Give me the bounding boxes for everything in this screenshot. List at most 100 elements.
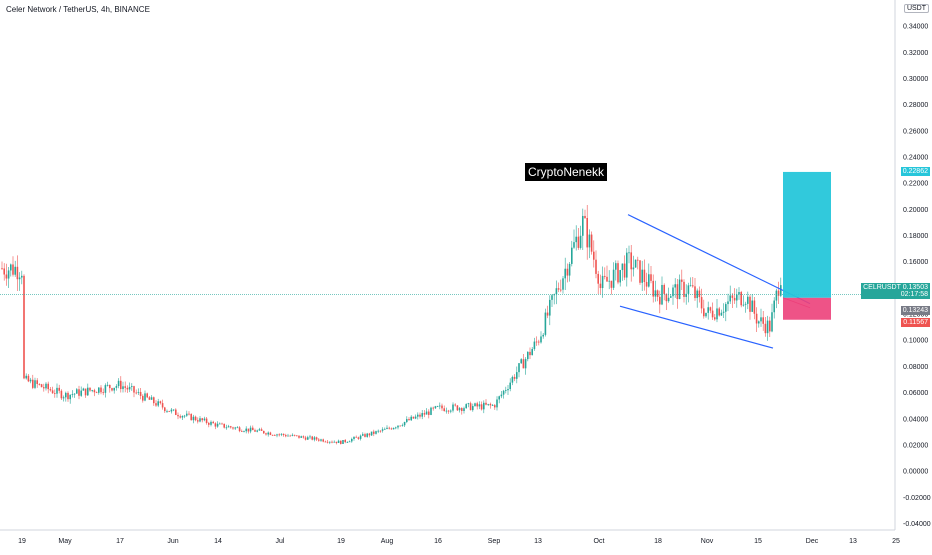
candle-body xyxy=(41,384,43,387)
candle-body xyxy=(492,405,494,406)
candle-body xyxy=(206,419,208,423)
candle-body xyxy=(523,359,525,368)
candle-body xyxy=(228,426,230,427)
candle-body xyxy=(234,427,236,428)
candle-body xyxy=(461,408,463,411)
candle-body xyxy=(657,290,659,296)
candle-body xyxy=(135,393,137,394)
candle-body xyxy=(30,380,32,382)
time-tick-label: 18 xyxy=(654,538,662,545)
candle-body xyxy=(76,389,78,393)
time-axis[interactable]: 19 May 17 Jun 14 Jul 19 Aug 16 Sep 13 Oct 18 Nov 15 Dec… xyxy=(18,538,900,545)
candle-body xyxy=(459,408,461,410)
candle-body xyxy=(714,317,716,319)
candle-body xyxy=(402,425,404,426)
candle-body xyxy=(507,389,509,390)
candle-body xyxy=(318,440,320,441)
candle-body xyxy=(690,285,692,286)
candle-body xyxy=(600,284,602,288)
candle-body xyxy=(740,292,742,305)
candle-body xyxy=(94,390,96,392)
candle-body xyxy=(221,424,223,425)
target-zone[interactable] xyxy=(783,172,831,298)
candle-body xyxy=(239,427,241,431)
candle-body xyxy=(10,264,12,270)
candle-body xyxy=(347,442,349,443)
candle-body xyxy=(226,427,228,428)
candle-body xyxy=(311,436,313,439)
candle-body xyxy=(190,414,192,420)
candle-body xyxy=(382,429,384,431)
candle-body xyxy=(773,301,775,313)
candle-body xyxy=(514,377,516,379)
candle-body xyxy=(50,389,52,390)
candle-body xyxy=(604,276,606,277)
candle-body xyxy=(261,429,263,431)
candle-body xyxy=(80,391,82,396)
stop-zone[interactable] xyxy=(783,298,831,320)
candle-body xyxy=(630,252,632,269)
candle-body xyxy=(366,434,368,437)
price-tick-label: -0.04000 xyxy=(903,521,931,528)
candle-body xyxy=(12,264,14,274)
candle-body xyxy=(61,391,63,399)
candle-body xyxy=(490,404,492,405)
candle-body xyxy=(571,248,573,264)
candle-body xyxy=(285,435,287,436)
time-tick-label: Nov xyxy=(701,538,714,545)
price-tick-label: 0.00000 xyxy=(903,469,928,476)
candle-body xyxy=(672,288,674,297)
candle-body xyxy=(666,294,668,301)
time-tick-label: 19 xyxy=(18,538,26,545)
candle-body xyxy=(355,437,357,438)
candle-body xyxy=(39,384,41,385)
candle-body xyxy=(558,288,560,289)
time-tick-label: 25 xyxy=(892,538,900,545)
price-axis[interactable]: 0.34000 0.32000 0.30000 0.28000 0.26000 0.240… xyxy=(903,24,931,528)
candle-body xyxy=(512,377,514,383)
candle-body xyxy=(245,429,247,432)
candle-body xyxy=(611,281,613,288)
candle-body xyxy=(309,436,311,437)
candle-body xyxy=(69,395,71,399)
candle-body xyxy=(520,359,522,363)
candle-body xyxy=(551,295,553,300)
candle-body xyxy=(195,417,197,420)
candle-body xyxy=(182,416,184,418)
candle-body xyxy=(210,422,212,425)
candle-body xyxy=(314,437,316,439)
candle-body xyxy=(754,301,756,314)
candle-body xyxy=(186,414,188,416)
candle-body xyxy=(391,428,393,429)
candle-body xyxy=(613,270,615,288)
candle-body xyxy=(157,401,159,405)
candle-body xyxy=(602,276,604,288)
symbol-title: Celer Network / TetherUS, 4h, BINANCE xyxy=(6,5,150,14)
candle-body xyxy=(254,430,256,432)
candle-body xyxy=(89,388,91,391)
candle-body xyxy=(3,269,5,275)
candle-body xyxy=(199,418,201,421)
candle-body xyxy=(617,263,619,282)
time-tick-label: 13 xyxy=(849,538,857,545)
candle-body xyxy=(342,440,344,444)
candle-body xyxy=(248,429,250,432)
candle-body xyxy=(28,376,30,382)
candle-body xyxy=(743,305,745,306)
candle-body xyxy=(448,411,450,412)
currency-button[interactable]: USDT xyxy=(904,4,929,13)
candle-body xyxy=(188,414,190,415)
candle-body xyxy=(578,237,580,248)
candle-body xyxy=(615,263,617,270)
candle-body xyxy=(586,218,588,247)
candle-body xyxy=(168,411,170,412)
candle-body xyxy=(465,404,467,408)
candle-body xyxy=(531,349,533,355)
candle-body xyxy=(736,295,738,301)
candle-body xyxy=(437,406,439,407)
candle-body xyxy=(421,413,423,417)
candle-body xyxy=(371,432,373,436)
candle-body xyxy=(457,405,459,410)
